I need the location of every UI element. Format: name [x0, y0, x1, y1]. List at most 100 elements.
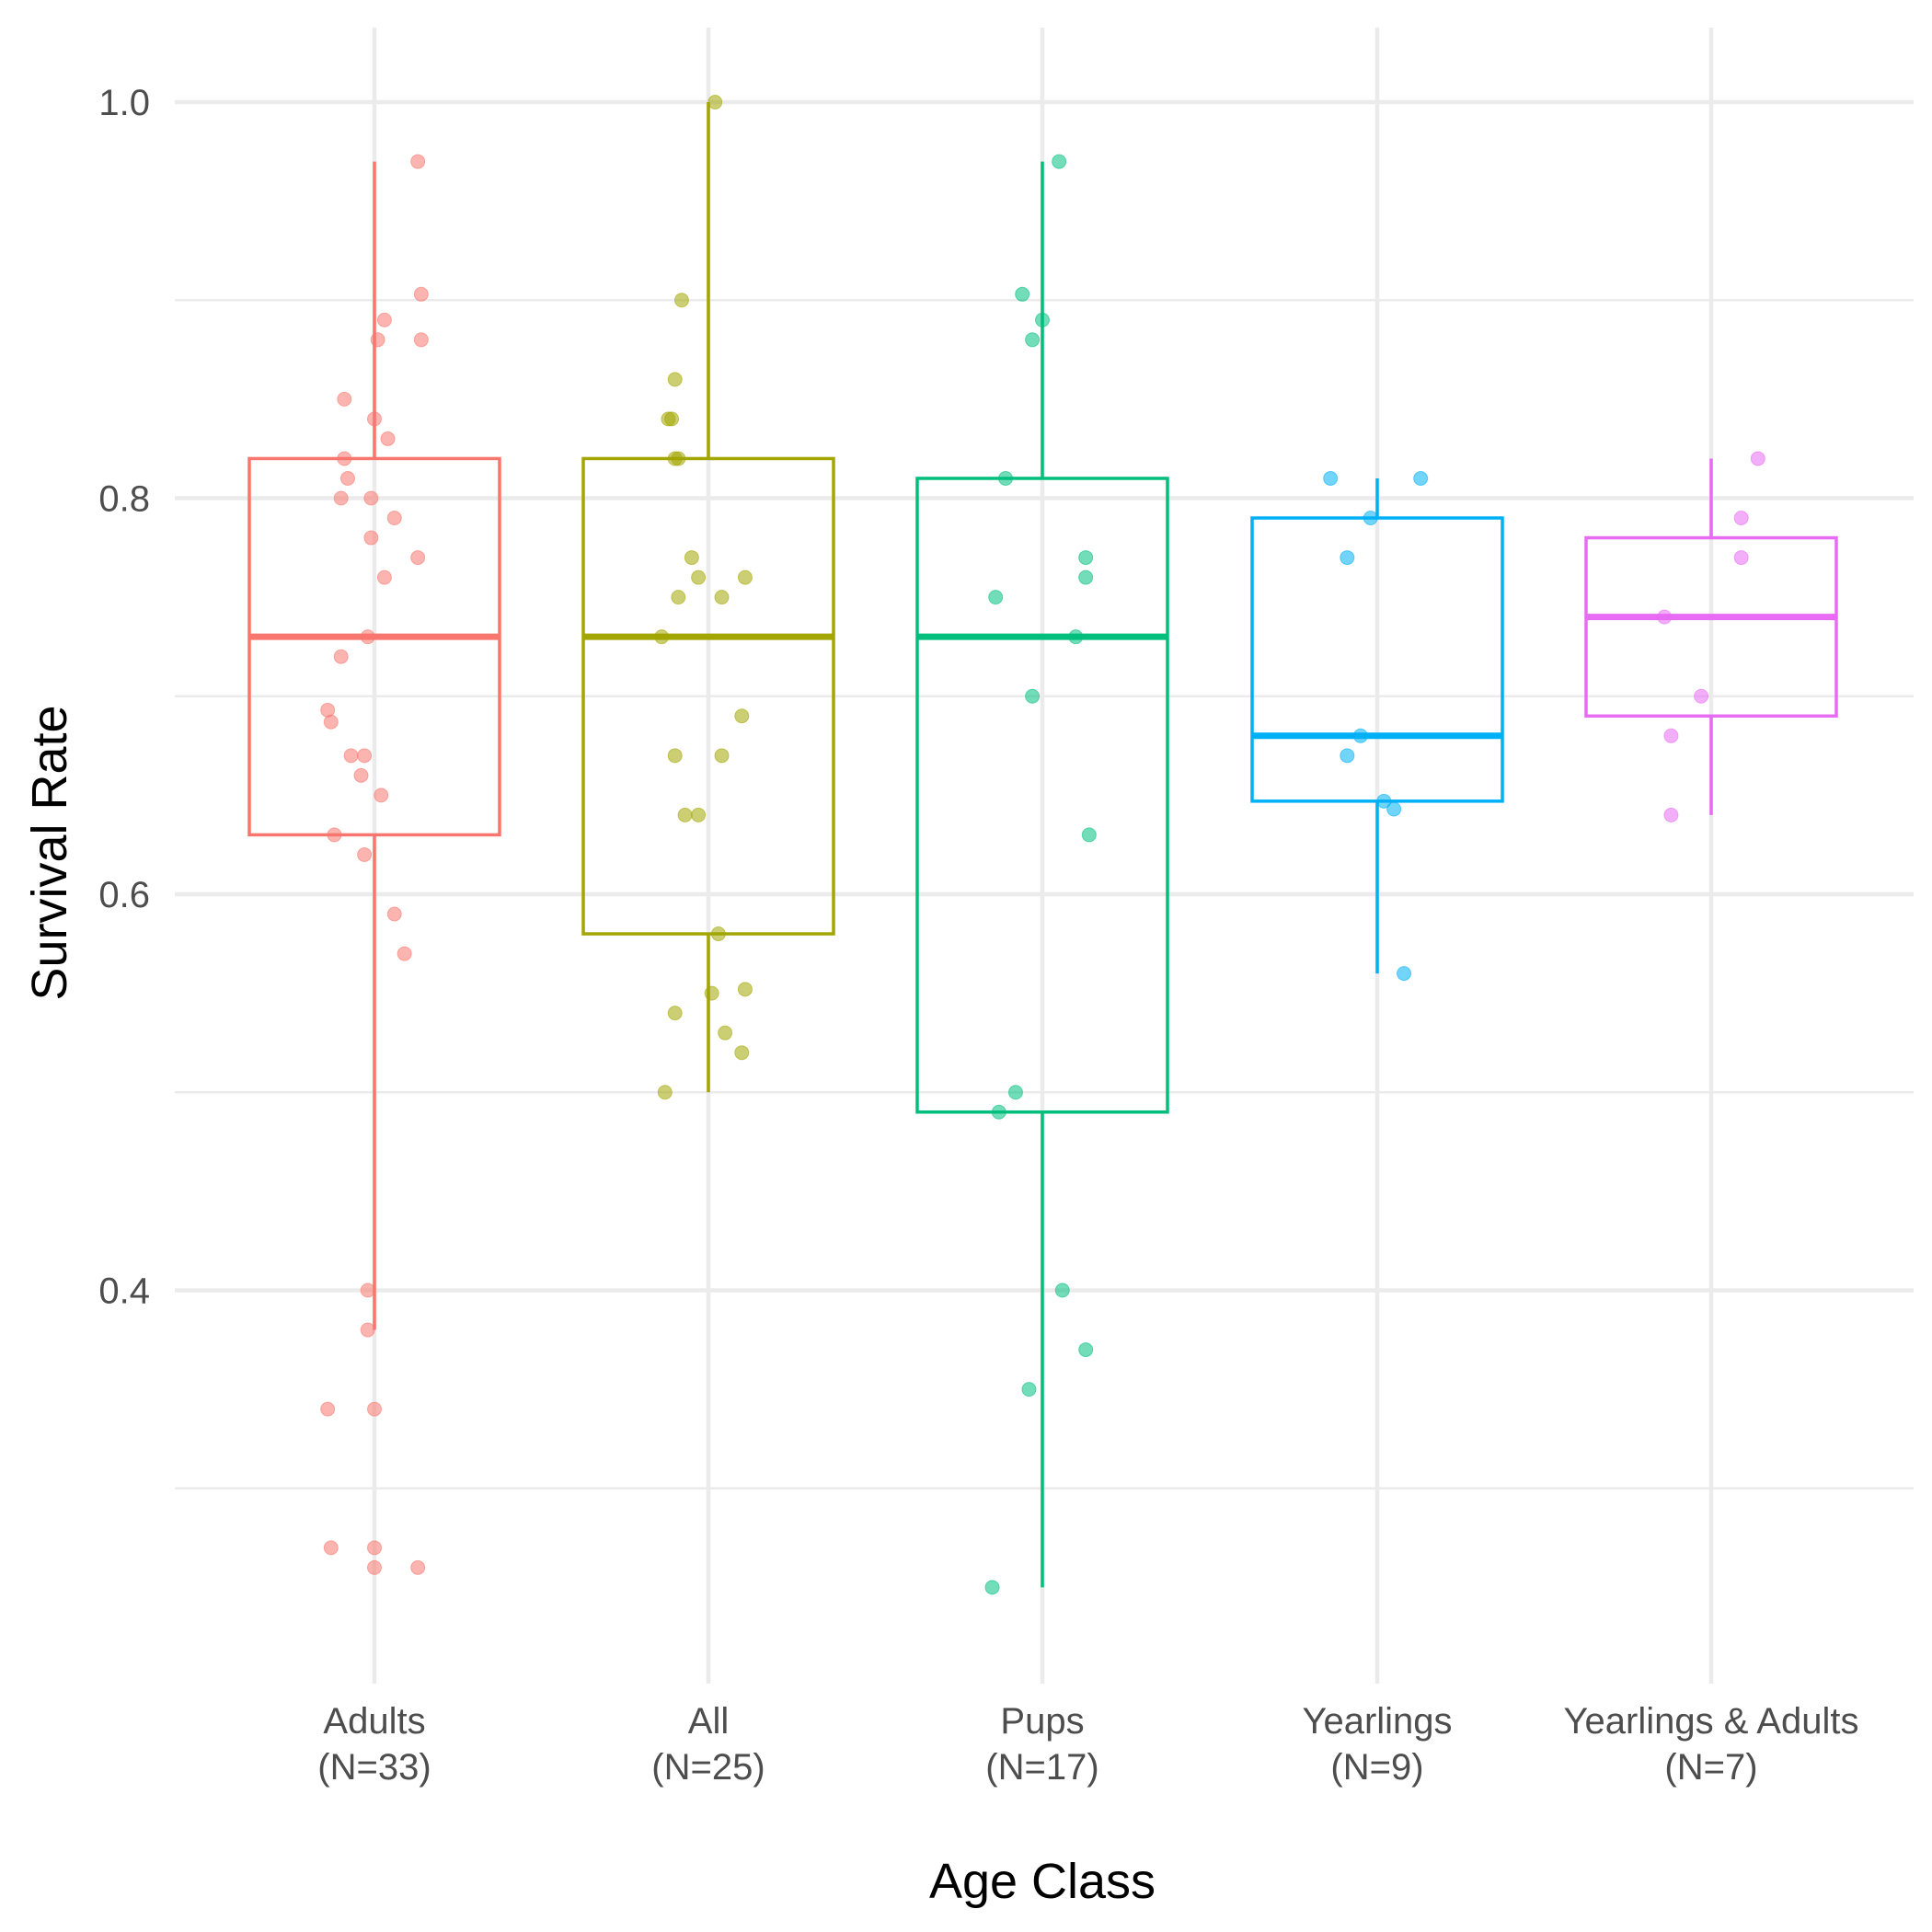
x-tick-count-label: (N=9)	[1330, 1747, 1423, 1788]
data-point	[1352, 728, 1368, 743]
data-point	[988, 590, 1004, 605]
data-point	[1035, 312, 1050, 328]
x-tick-count-label: (N=33)	[317, 1747, 431, 1788]
y-tick-label: 0.4	[98, 1271, 150, 1312]
data-point	[714, 590, 730, 605]
data-point	[376, 312, 392, 328]
data-point	[386, 906, 402, 922]
data-point	[1025, 688, 1041, 704]
data-point	[353, 767, 369, 783]
data-point	[363, 490, 379, 506]
data-point	[367, 411, 382, 427]
data-point	[1025, 332, 1041, 348]
data-point	[363, 530, 379, 546]
data-point	[734, 1045, 750, 1061]
data-point	[677, 807, 693, 822]
data-point	[1340, 748, 1355, 764]
data-point	[1657, 609, 1673, 625]
data-point	[1663, 728, 1679, 743]
data-point	[360, 1282, 375, 1298]
data-point	[714, 748, 730, 764]
x-tick-count-label: (N=17)	[985, 1747, 1098, 1788]
y-tick-label: 1.0	[98, 83, 150, 123]
data-point	[357, 748, 373, 764]
data-point	[323, 1540, 339, 1556]
x-axis-ticks: Adults (N=33) All (N=25) Pups (N=17) Yearlings…	[317, 1701, 1858, 1788]
data-point	[1015, 286, 1030, 302]
data-point	[323, 714, 339, 730]
data-point	[410, 1559, 426, 1575]
data-point	[1397, 966, 1412, 982]
data-point	[339, 470, 355, 486]
data-point	[1007, 1085, 1023, 1100]
y-axis-ticks: 0.4 0.6 0.8 1.0	[98, 83, 150, 1312]
box-pups	[915, 161, 1169, 1588]
data-point	[367, 1540, 382, 1556]
x-tick-count-label: (N=25)	[651, 1747, 765, 1788]
data-point	[370, 332, 385, 348]
data-point	[397, 946, 412, 961]
data-point	[367, 1401, 382, 1417]
data-point	[343, 748, 359, 764]
data-point	[667, 1006, 683, 1021]
data-point	[664, 411, 680, 427]
data-point	[413, 332, 429, 348]
data-point	[376, 569, 392, 585]
data-point	[734, 708, 750, 724]
data-point	[1663, 807, 1679, 822]
data-point	[1054, 1282, 1070, 1298]
data-point	[1078, 569, 1094, 585]
data-point	[704, 985, 719, 1001]
data-point	[333, 490, 349, 506]
data-point	[410, 154, 426, 169]
data-point	[374, 788, 389, 803]
data-point	[1340, 550, 1355, 566]
data-point	[998, 470, 1014, 486]
data-point	[1021, 1382, 1037, 1397]
y-tick-label: 0.6	[98, 875, 150, 915]
data-point	[691, 807, 707, 822]
data-point	[380, 431, 396, 446]
data-point	[1078, 1342, 1094, 1358]
data-point	[1081, 827, 1097, 843]
data-point	[1323, 470, 1339, 486]
point-layer	[320, 95, 1765, 1595]
data-point	[1413, 470, 1429, 486]
y-tick-label: 0.8	[98, 479, 150, 520]
x-tick-label: Yearlings	[1302, 1701, 1452, 1742]
data-point	[707, 95, 723, 109]
data-point	[1733, 550, 1749, 566]
x-tick-label: Pups	[1000, 1701, 1084, 1742]
grid-lines	[175, 28, 1914, 1684]
data-point	[667, 748, 683, 764]
iqr-box	[1584, 535, 1838, 719]
data-point	[357, 846, 373, 862]
data-point	[684, 550, 699, 566]
data-point	[360, 629, 375, 645]
data-point	[386, 511, 402, 526]
data-point	[671, 590, 686, 605]
data-point	[671, 451, 686, 466]
data-point	[1694, 688, 1709, 704]
data-point	[691, 569, 707, 585]
data-point	[991, 1104, 1006, 1120]
data-point	[1750, 451, 1765, 466]
data-point	[737, 569, 753, 585]
data-point	[654, 629, 670, 645]
iqr-box	[915, 477, 1169, 1114]
data-point	[337, 451, 352, 466]
y-axis-title: Survival Rate	[22, 705, 77, 1000]
data-point	[1733, 511, 1749, 526]
data-point	[1052, 154, 1067, 169]
data-point	[657, 1085, 673, 1100]
data-point	[1363, 511, 1378, 526]
x-tick-count-label: (N=7)	[1664, 1747, 1757, 1788]
box-yearlings-adults	[1584, 458, 1838, 815]
data-point	[1386, 801, 1402, 817]
data-point	[360, 1322, 375, 1338]
data-point	[673, 293, 689, 308]
box-all	[581, 102, 835, 1093]
data-point	[984, 1580, 1000, 1595]
data-point	[320, 1401, 336, 1417]
